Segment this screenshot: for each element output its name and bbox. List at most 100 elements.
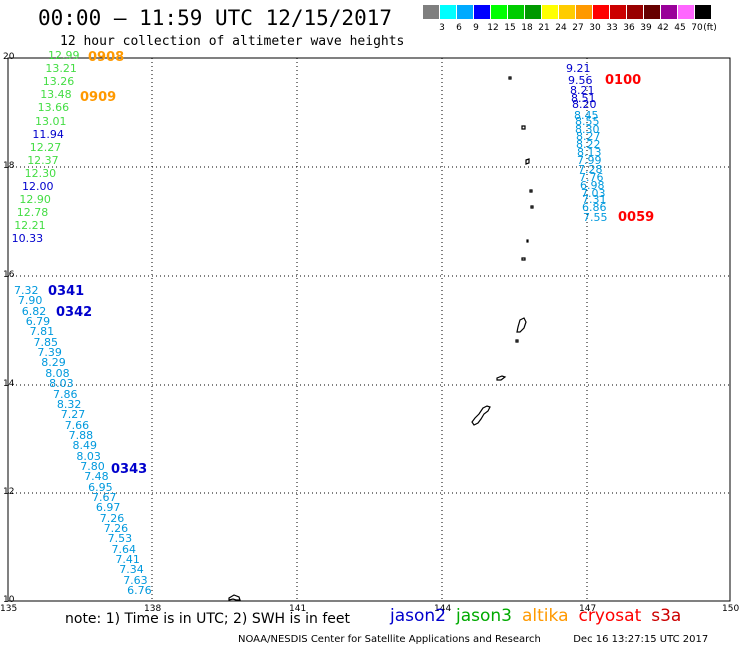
swh-value: 13.66 (37, 101, 70, 115)
legend-label: 70 (691, 23, 703, 33)
footer-note: note: 1) Time is in UTC; 2) SWH is in fe… (65, 611, 351, 627)
lon-tick-label: 141 (289, 604, 307, 614)
legend-swatch (507, 5, 524, 19)
legend-swatch (422, 5, 439, 19)
legend-swatch (609, 5, 626, 19)
swh-value: 7.80 (80, 459, 105, 473)
swh-value: 8.49 (72, 439, 98, 453)
legend-label: 45 (674, 23, 686, 33)
swh-value: 7.41 (115, 553, 140, 567)
island-sarigan (526, 239, 529, 243)
legend-swatch (660, 5, 677, 19)
swh-value: 12.30 (24, 166, 57, 180)
swh-value: 7.03 (581, 187, 606, 200)
swh-value: 7.28 (578, 163, 603, 176)
swh-value: 7.85 (33, 335, 59, 349)
swh-value: 9.21 (566, 62, 591, 75)
legend-swatch (541, 5, 558, 19)
lon-tick-label: 135 (0, 604, 18, 614)
legend-label: 3 (439, 23, 445, 33)
swh-value: 13.01 (35, 114, 67, 128)
swh-value: 6.76 (127, 584, 152, 598)
island-ulithi (228, 594, 241, 601)
legend-swatch (592, 5, 609, 19)
legend-label: 9 (473, 23, 479, 33)
swh-value: 7.67 (92, 491, 117, 504)
swh-value: 8.13 (577, 146, 602, 159)
swh-value: 7.90 (17, 294, 43, 308)
swh-value: 8.29 (41, 356, 66, 370)
swh-value: 6.95 (88, 480, 113, 494)
island-asuncion (508, 76, 512, 80)
legend-label: 30 (589, 23, 601, 33)
legend-swatch (694, 5, 711, 19)
lon-tick-label: 150 (722, 604, 740, 614)
pass-time-label: 0059 (618, 210, 655, 225)
swh-value: 7.34 (119, 563, 144, 577)
legend-swatch (677, 5, 694, 19)
legend-swatch (558, 5, 575, 19)
swh-value: 6.82 (21, 304, 47, 318)
swh-value: 8.22 (576, 138, 601, 151)
satellite-s3a: s3a (651, 606, 682, 626)
swh-value: 7.48 (84, 470, 109, 484)
legend-swatch (575, 5, 592, 19)
legend-swatch (643, 5, 660, 19)
legend-unit: (ft) (703, 23, 717, 33)
satellite-jason2: jason2 (390, 606, 446, 626)
swh-value: 7.26 (103, 522, 129, 536)
swh-value: 8.45 (574, 109, 599, 122)
island-agrihan (521, 125, 526, 130)
swh-value: 7.76 (579, 171, 604, 184)
lon-tick-label: 144 (434, 604, 452, 614)
pass-time-label: 0908 (88, 50, 125, 65)
swh-value: 8.20 (572, 98, 597, 111)
pass-time-label: 0100 (605, 73, 642, 88)
legend-swatch (439, 5, 456, 19)
pass-time-label: 0341 (48, 284, 85, 299)
island-alamagan (529, 189, 533, 193)
swh-value: 7.32 (14, 284, 39, 297)
legend-label: 6 (456, 23, 462, 33)
legend-label: 39 (640, 23, 652, 33)
swh-value: 7.99 (577, 154, 602, 167)
pass-time-label: 0343 (111, 462, 148, 477)
credit-line: NOAA/NESDIS Center for Satellite Applica… (238, 634, 708, 645)
lat-tick-label: 18 (3, 161, 15, 171)
island-guguan (530, 205, 534, 209)
legend-swatch (626, 5, 643, 19)
lat-tick-label: 20 (3, 52, 15, 62)
swh-value: 12.90 (19, 193, 51, 207)
swh-value: 8.55 (575, 115, 600, 128)
lat-tick-label: 12 (3, 487, 15, 497)
legend-label: 15 (504, 23, 516, 33)
pass-time-label: 0342 (56, 305, 93, 320)
swh-value: 12.21 (14, 219, 46, 233)
island-pagan (525, 158, 530, 165)
swh-value: 6.86 (582, 201, 607, 214)
swh-value: 7.66 (64, 418, 90, 432)
legend-label: 21 (538, 23, 550, 33)
swh-value: 13.48 (40, 88, 72, 102)
swh-value: 8.51 (571, 92, 596, 105)
satellite-jason3: jason3 (456, 606, 512, 626)
lon-tick-label: 138 (144, 604, 162, 614)
lat-lon-grid (7, 57, 731, 602)
swh-value: 7.27 (60, 408, 86, 422)
island-anatahan (521, 257, 526, 261)
swh-value: 8.30 (575, 123, 600, 136)
swh-value: 12.78 (16, 206, 49, 220)
legend-label: 33 (606, 23, 618, 33)
legend-swatch (490, 5, 507, 19)
swh-value: 12.99 (48, 49, 80, 62)
satellite-key: jason2 jason3 altika cryosat s3a (390, 606, 691, 626)
swh-value: 6.97 (95, 501, 121, 515)
swh-value: 13.21 (45, 62, 77, 76)
swh-value: 8.08 (45, 366, 70, 380)
swh-value: 7.63 (123, 573, 148, 587)
satellite-cryosat: cryosat (578, 606, 642, 626)
swh-value: 8.21 (570, 84, 595, 97)
map-subtitle: 12 hour collection of altimeter wave hei… (60, 34, 405, 49)
legend-swatch (473, 5, 490, 19)
